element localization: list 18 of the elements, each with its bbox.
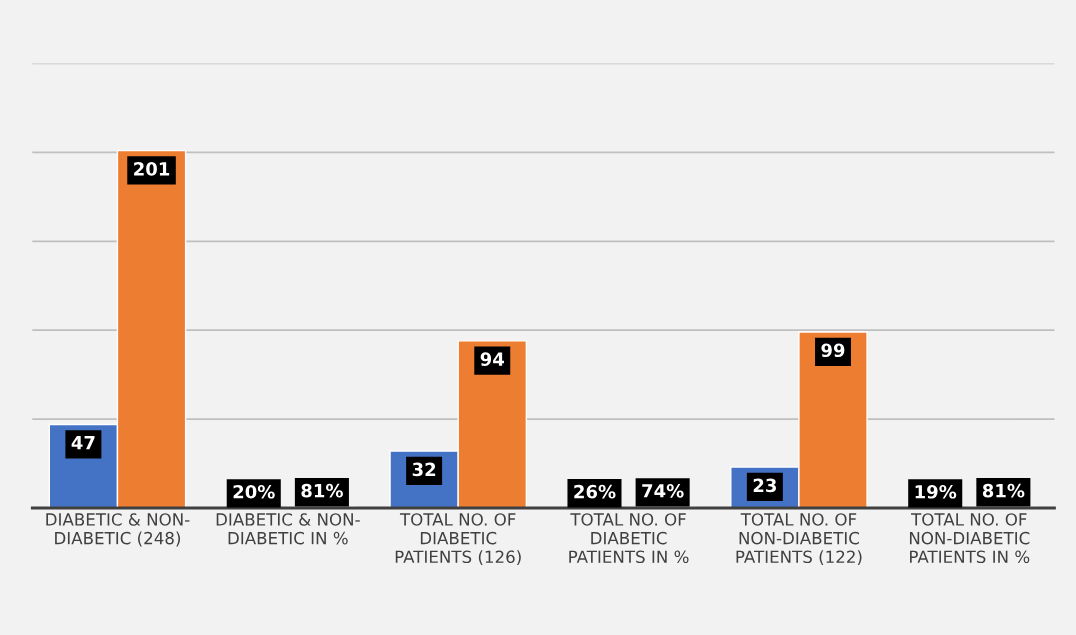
data-label: 94	[480, 352, 504, 366]
data-label: 19%	[915, 484, 957, 499]
data-label: 26%	[574, 484, 616, 499]
data-label: 81%	[301, 483, 343, 498]
data-label: 201	[134, 162, 170, 176]
x-tick-label: TOTAL NO. OF DIABETIC PATIENTS (126)	[395, 513, 521, 566]
x-tick-label: TOTAL NO. OF DIABETIC PATIENTS IN %	[569, 513, 689, 564]
data-label: 74%	[642, 483, 684, 498]
data-label: 23	[753, 478, 776, 493]
data-label: 47	[71, 436, 95, 450]
x-tick-label: DIABETIC & NON- DIABETIC (248)	[46, 513, 190, 547]
data-label: 20%	[233, 484, 275, 499]
data-label: 81%	[982, 483, 1025, 498]
x-tick-label: DIABETIC & NON- DIABETIC IN %	[216, 513, 360, 545]
data-label: 32	[412, 462, 436, 477]
data-label: 99	[821, 343, 845, 358]
x-tick-label: TOTAL NO. OF NON-DIABETIC PATIENTS (122)	[736, 513, 862, 566]
x-tick-label: TOTAL NO. OF NON-DIABETIC PATIENTS IN %	[909, 513, 1030, 564]
